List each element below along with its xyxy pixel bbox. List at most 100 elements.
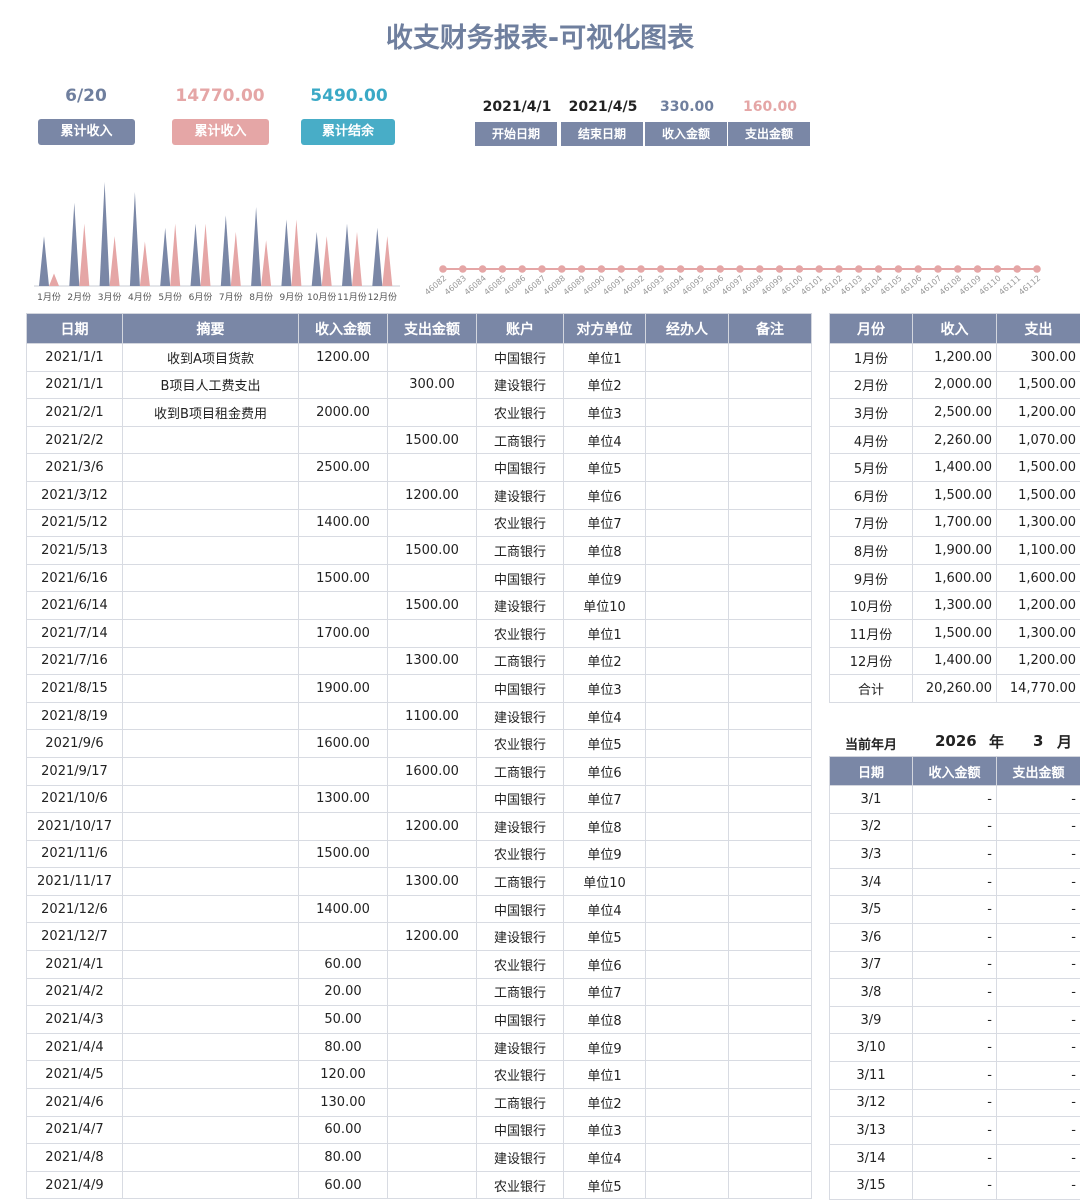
table-cell[interactable]: 中国银行: [477, 1116, 564, 1144]
table-cell[interactable]: 农业银行: [477, 730, 564, 758]
table-cell[interactable]: 2021/4/1: [27, 951, 123, 979]
table-cell[interactable]: 建设银行: [477, 1144, 564, 1172]
table-cell[interactable]: [123, 454, 299, 482]
table-cell[interactable]: [123, 702, 299, 730]
table-cell[interactable]: 11月份: [830, 619, 913, 647]
table-cell[interactable]: [123, 785, 299, 813]
table-cell[interactable]: 1,600.00: [997, 564, 1080, 592]
table-cell[interactable]: [123, 509, 299, 537]
table-cell[interactable]: [646, 923, 729, 951]
table-cell[interactable]: [646, 619, 729, 647]
table-cell[interactable]: [729, 1033, 812, 1061]
table-cell[interactable]: 中国银行: [477, 675, 564, 703]
column-header[interactable]: 摘要: [123, 314, 299, 344]
table-cell[interactable]: 单位6: [564, 757, 646, 785]
table-cell[interactable]: [729, 509, 812, 537]
table-cell[interactable]: 单位10: [564, 868, 646, 896]
table-cell[interactable]: 120.00: [299, 1061, 388, 1089]
table-cell[interactable]: [388, 344, 477, 372]
table-cell[interactable]: 1400.00: [299, 509, 388, 537]
column-header[interactable]: 对方单位: [564, 314, 646, 344]
table-cell[interactable]: 1600.00: [388, 757, 477, 785]
table-cell[interactable]: 工商银行: [477, 426, 564, 454]
table-cell[interactable]: [729, 481, 812, 509]
table-cell[interactable]: 单位9: [564, 564, 646, 592]
kpi-label-button[interactable]: 累计结余: [301, 119, 395, 145]
table-cell[interactable]: -: [997, 1006, 1080, 1034]
table-cell[interactable]: [388, 1171, 477, 1199]
table-cell[interactable]: 2021/6/14: [27, 592, 123, 620]
table-cell[interactable]: -: [997, 786, 1080, 814]
table-cell[interactable]: -: [997, 896, 1080, 924]
table-cell[interactable]: [646, 675, 729, 703]
table-cell[interactable]: 建设银行: [477, 923, 564, 951]
table-cell[interactable]: 300.00: [997, 344, 1080, 372]
table-cell[interactable]: 单位8: [564, 813, 646, 841]
table-cell[interactable]: [646, 895, 729, 923]
column-header[interactable]: 日期: [830, 757, 913, 786]
table-cell[interactable]: -: [913, 979, 997, 1007]
table-cell[interactable]: 建设银行: [477, 371, 564, 399]
table-cell[interactable]: [646, 1033, 729, 1061]
table-cell[interactable]: 80.00: [299, 1033, 388, 1061]
table-cell[interactable]: 2,000.00: [913, 371, 997, 399]
current-year[interactable]: 2026: [935, 732, 977, 750]
table-cell[interactable]: 3/4: [830, 868, 913, 896]
table-cell[interactable]: 工商银行: [477, 757, 564, 785]
table-cell[interactable]: 3/6: [830, 923, 913, 951]
table-cell[interactable]: [646, 1144, 729, 1172]
table-cell[interactable]: [646, 592, 729, 620]
table-cell[interactable]: 1200.00: [388, 481, 477, 509]
table-cell[interactable]: [123, 1006, 299, 1034]
table-cell[interactable]: [646, 647, 729, 675]
table-cell[interactable]: 1500.00: [388, 537, 477, 565]
table-cell[interactable]: 单位3: [564, 675, 646, 703]
table-cell[interactable]: 60.00: [299, 1116, 388, 1144]
table-cell[interactable]: 中国银行: [477, 1006, 564, 1034]
table-cell[interactable]: 3/14: [830, 1144, 913, 1172]
table-cell[interactable]: [388, 840, 477, 868]
table-cell[interactable]: [299, 647, 388, 675]
table-cell[interactable]: 2021/5/12: [27, 509, 123, 537]
table-cell[interactable]: [388, 675, 477, 703]
table-cell[interactable]: 2021/10/6: [27, 785, 123, 813]
table-cell[interactable]: [388, 730, 477, 758]
table-cell[interactable]: 3/10: [830, 1034, 913, 1062]
table-cell[interactable]: [646, 1006, 729, 1034]
table-cell[interactable]: [646, 399, 729, 427]
table-cell[interactable]: 单位7: [564, 978, 646, 1006]
table-cell[interactable]: [123, 868, 299, 896]
table-cell[interactable]: [646, 1089, 729, 1117]
table-cell[interactable]: 2021/2/2: [27, 426, 123, 454]
table-cell[interactable]: [123, 757, 299, 785]
table-cell[interactable]: 2021/3/12: [27, 481, 123, 509]
table-cell[interactable]: 2021/5/13: [27, 537, 123, 565]
table-cell[interactable]: [646, 978, 729, 1006]
table-cell[interactable]: -: [997, 1144, 1080, 1172]
table-cell[interactable]: [299, 592, 388, 620]
table-cell[interactable]: -: [997, 1034, 1080, 1062]
table-cell[interactable]: 单位2: [564, 1089, 646, 1117]
table-cell[interactable]: [299, 537, 388, 565]
table-cell[interactable]: 1,200.00: [997, 592, 1080, 620]
table-cell[interactable]: 建设银行: [477, 813, 564, 841]
table-cell[interactable]: 1100.00: [388, 702, 477, 730]
table-cell[interactable]: [388, 399, 477, 427]
table-cell[interactable]: 1,100.00: [997, 537, 1080, 565]
table-cell[interactable]: 1,200.00: [997, 399, 1080, 427]
table-cell[interactable]: [646, 426, 729, 454]
table-cell[interactable]: 1600.00: [299, 730, 388, 758]
table-cell[interactable]: [388, 454, 477, 482]
table-cell[interactable]: [646, 951, 729, 979]
table-cell[interactable]: [646, 481, 729, 509]
table-cell[interactable]: -: [913, 841, 997, 869]
table-cell[interactable]: 工商银行: [477, 978, 564, 1006]
column-header[interactable]: 经办人: [646, 314, 729, 344]
table-cell[interactable]: [299, 426, 388, 454]
table-cell[interactable]: [729, 785, 812, 813]
column-header[interactable]: 支出: [997, 314, 1080, 344]
table-cell[interactable]: -: [997, 1117, 1080, 1145]
table-cell[interactable]: 单位5: [564, 730, 646, 758]
table-cell[interactable]: [299, 923, 388, 951]
table-cell[interactable]: -: [997, 979, 1080, 1007]
